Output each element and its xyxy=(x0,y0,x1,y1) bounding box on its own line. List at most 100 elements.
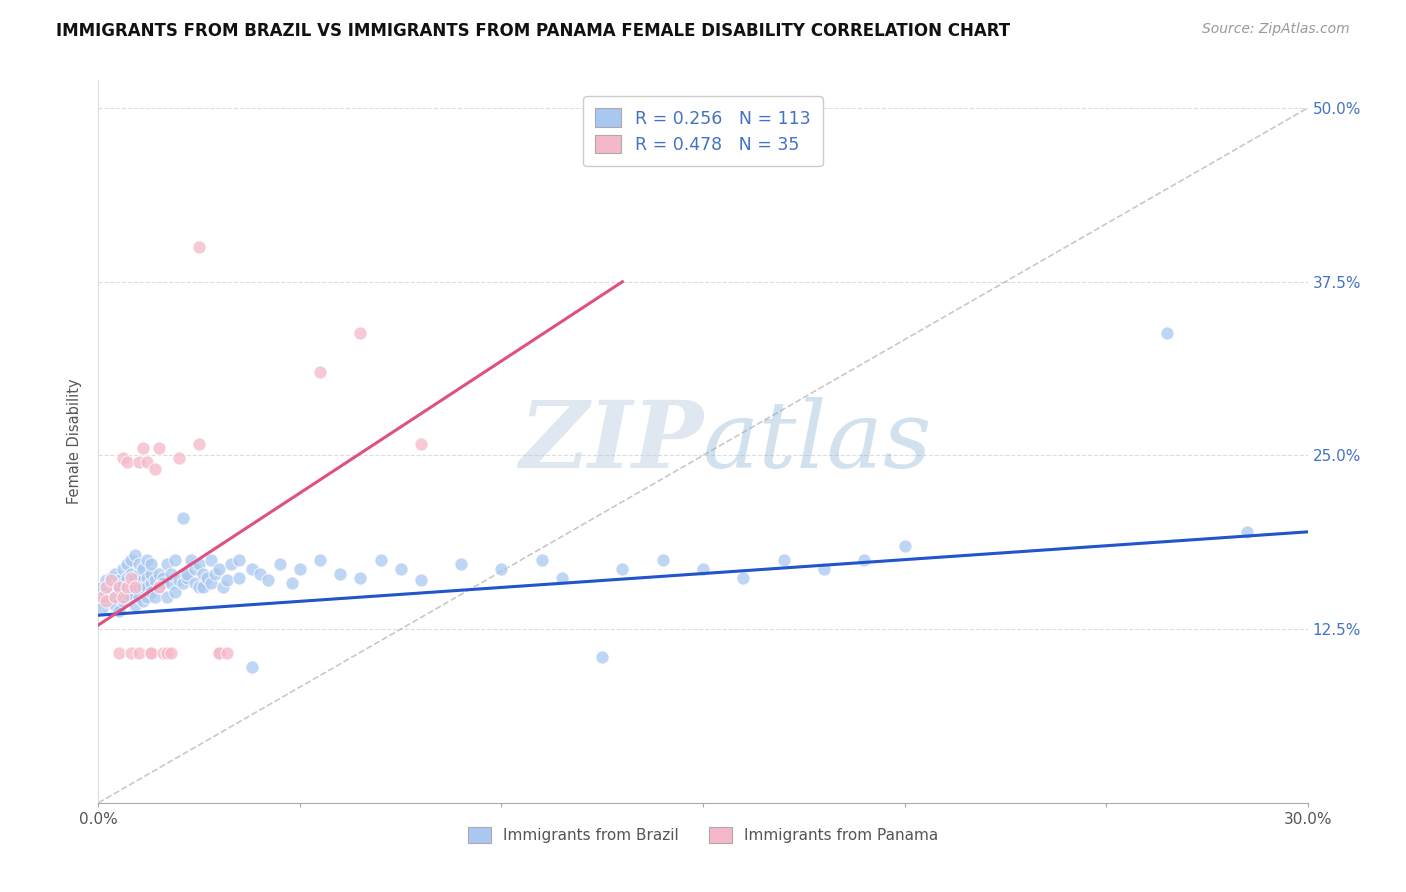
Point xyxy=(120,552,142,566)
Point xyxy=(103,599,125,613)
Point xyxy=(124,549,146,563)
Text: IMMIGRANTS FROM BRAZIL VS IMMIGRANTS FROM PANAMA FEMALE DISABILITY CORRELATION C: IMMIGRANTS FROM BRAZIL VS IMMIGRANTS FRO… xyxy=(56,22,1011,40)
Point xyxy=(450,557,472,571)
Point xyxy=(188,437,211,451)
Point xyxy=(103,590,125,604)
Point xyxy=(491,562,513,576)
Point xyxy=(124,581,146,595)
Point xyxy=(100,594,122,608)
Point xyxy=(91,587,114,601)
Point xyxy=(128,566,150,581)
Point xyxy=(1156,326,1178,340)
Point xyxy=(1236,524,1258,539)
Point xyxy=(156,646,179,660)
Point xyxy=(193,566,215,581)
Point xyxy=(115,557,138,571)
Point xyxy=(120,571,142,585)
Point xyxy=(349,326,371,340)
Point xyxy=(115,571,138,585)
Point xyxy=(139,566,162,581)
Point xyxy=(100,587,122,601)
Point xyxy=(139,557,162,571)
Point xyxy=(148,566,170,581)
Point xyxy=(148,581,170,595)
Point xyxy=(111,451,134,466)
Point xyxy=(160,576,183,591)
Point xyxy=(124,571,146,585)
Point xyxy=(163,552,186,566)
Point xyxy=(107,584,129,599)
Point xyxy=(329,566,352,581)
Point xyxy=(409,437,432,451)
Point xyxy=(172,576,194,591)
Point xyxy=(269,557,291,571)
Point xyxy=(100,571,122,585)
Point xyxy=(107,581,129,595)
Point xyxy=(240,562,263,576)
Point xyxy=(167,574,190,588)
Point xyxy=(91,581,114,595)
Point xyxy=(370,552,392,566)
Point xyxy=(184,576,207,591)
Point xyxy=(143,462,166,476)
Point xyxy=(349,571,371,585)
Point xyxy=(120,646,142,660)
Point xyxy=(120,576,142,591)
Point xyxy=(132,574,155,588)
Point xyxy=(135,552,157,566)
Point xyxy=(200,576,222,591)
Point xyxy=(208,646,231,660)
Point xyxy=(96,581,118,595)
Point xyxy=(160,646,183,660)
Point xyxy=(208,646,231,660)
Point xyxy=(100,576,122,591)
Point xyxy=(135,455,157,469)
Legend: Immigrants from Brazil, Immigrants from Panama: Immigrants from Brazil, Immigrants from … xyxy=(461,821,945,849)
Point xyxy=(309,552,332,566)
Point xyxy=(107,646,129,660)
Point xyxy=(115,587,138,601)
Point xyxy=(132,562,155,576)
Point xyxy=(228,552,250,566)
Point xyxy=(139,576,162,591)
Point xyxy=(176,571,198,585)
Point xyxy=(115,581,138,595)
Point xyxy=(208,562,231,576)
Point xyxy=(217,574,239,588)
Point xyxy=(217,646,239,660)
Point xyxy=(135,571,157,585)
Point xyxy=(176,566,198,581)
Point xyxy=(409,574,432,588)
Point xyxy=(551,571,574,585)
Point xyxy=(96,581,118,595)
Point xyxy=(107,604,129,618)
Point xyxy=(128,557,150,571)
Point xyxy=(132,442,155,456)
Point xyxy=(389,562,412,576)
Point xyxy=(107,581,129,595)
Point xyxy=(163,584,186,599)
Point xyxy=(692,562,714,576)
Point xyxy=(148,442,170,456)
Point xyxy=(96,594,118,608)
Point xyxy=(132,594,155,608)
Point xyxy=(893,539,915,553)
Point xyxy=(152,646,174,660)
Point xyxy=(148,581,170,595)
Point xyxy=(180,552,202,566)
Point xyxy=(143,574,166,588)
Point xyxy=(193,581,215,595)
Point xyxy=(128,581,150,595)
Point xyxy=(172,511,194,525)
Point xyxy=(100,574,122,588)
Point xyxy=(103,590,125,604)
Text: ZIP: ZIP xyxy=(519,397,703,486)
Point xyxy=(111,590,134,604)
Point xyxy=(281,576,304,591)
Point xyxy=(135,590,157,604)
Point xyxy=(128,646,150,660)
Point xyxy=(530,552,553,566)
Point xyxy=(124,599,146,613)
Text: atlas: atlas xyxy=(703,397,932,486)
Point xyxy=(96,590,118,604)
